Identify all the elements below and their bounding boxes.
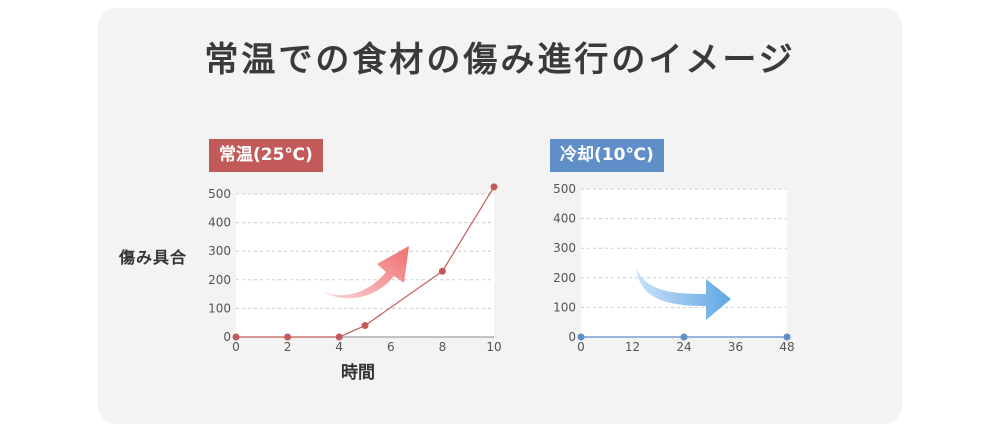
y-tick-label: 300 (208, 244, 231, 258)
x-tick-label: 2 (284, 340, 292, 354)
y-tick-label: 400 (553, 212, 576, 226)
y-tick-label: 300 (553, 241, 576, 255)
cooled-chart: 0 100 200 300 400 500 0 12 24 36 48 (553, 182, 795, 354)
x-tick-label: 24 (676, 340, 691, 354)
y-tick-label: 0 (223, 330, 231, 344)
y-tick-label: 500 (553, 182, 576, 196)
y-tick-label: 200 (553, 271, 576, 285)
y-tick-label: 200 (208, 273, 231, 287)
data-point (577, 333, 585, 341)
data-point (783, 333, 791, 341)
x-tick-label: 12 (625, 340, 640, 354)
x-axis-label: 時間 (341, 363, 375, 383)
x-tick-label: 10 (486, 340, 501, 354)
chart-title-cooled: 冷却(10℃) (550, 139, 664, 172)
data-point (438, 267, 446, 275)
y-tick-label: 100 (553, 300, 576, 314)
data-point (232, 333, 240, 341)
x-tick-label: 36 (728, 340, 743, 354)
y-axis-label: 傷み具合 (119, 248, 188, 267)
x-tick-label: 4 (335, 340, 343, 354)
x-tick-label: 8 (439, 340, 447, 354)
data-point (680, 333, 688, 341)
y-tick-label: 100 (208, 301, 231, 315)
chart-title-room-temp: 常温(25℃) (209, 139, 323, 172)
x-tick-label: 48 (779, 340, 794, 354)
trend-up-arrow-icon (322, 246, 409, 299)
y-tick-label: 400 (208, 216, 231, 230)
x-tick-label: 0 (232, 340, 240, 354)
x-tick-label: 6 (387, 340, 395, 354)
y-tick-label: 0 (568, 330, 576, 344)
plot-area (236, 194, 494, 337)
data-point (361, 322, 369, 330)
plot-area (581, 189, 787, 337)
x-tick-label: 0 (577, 340, 585, 354)
data-point (335, 333, 343, 341)
series-line (236, 186, 495, 338)
data-point (284, 333, 292, 341)
data-point (490, 183, 498, 191)
room-temp-chart: 0 100 200 300 400 500 0 2 4 6 8 10 (208, 183, 502, 354)
page-title: 常温での食材の傷み進行のイメージ (204, 40, 796, 80)
trend-right-arrow-icon (636, 268, 731, 320)
y-tick-label: 500 (208, 187, 231, 201)
